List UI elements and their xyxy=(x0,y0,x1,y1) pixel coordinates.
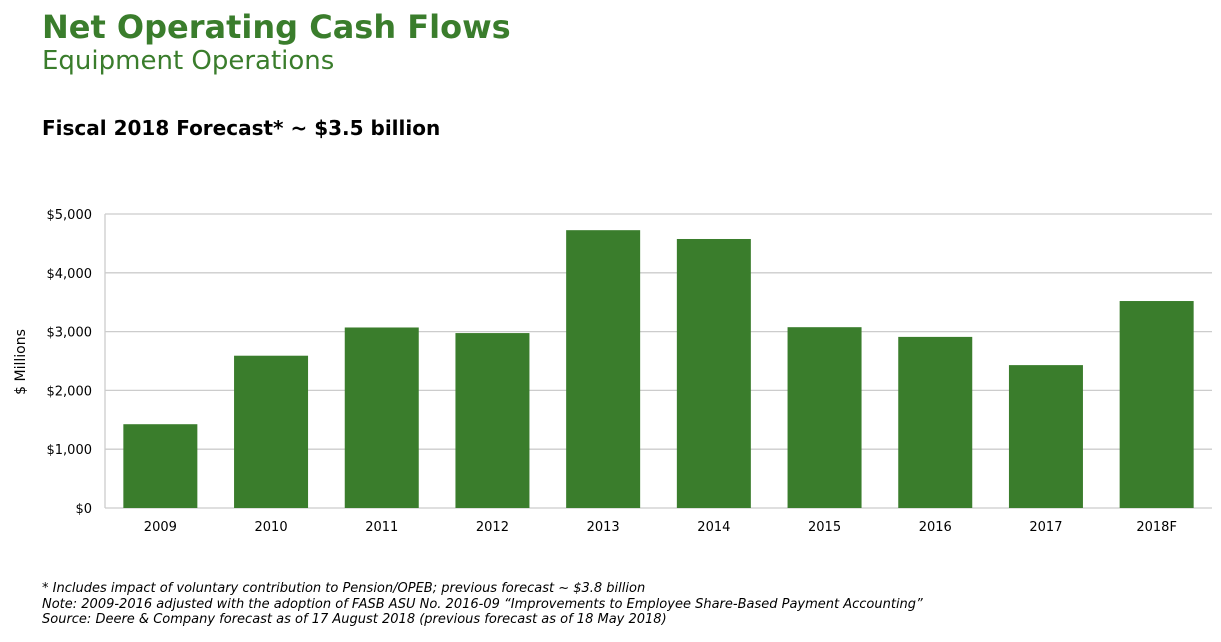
x-tick-label: 2015 xyxy=(808,520,841,535)
bar-2010 xyxy=(234,355,309,508)
y-tick-label: $1,000 xyxy=(47,443,93,458)
page-title: Net Operating Cash Flows xyxy=(42,8,511,46)
y-tick-label: $3,000 xyxy=(47,326,93,341)
x-tick-label: 2009 xyxy=(144,520,177,535)
footnote: * Includes impact of voluntary contribut… xyxy=(42,581,646,596)
bar-2014 xyxy=(676,238,751,509)
footnote: Note: 2009-2016 adjusted with the adopti… xyxy=(42,596,923,612)
footnote: Source: Deere & Company forecast as of 1… xyxy=(42,612,667,627)
bar-2012 xyxy=(455,333,530,508)
y-axis-label: $ Millions xyxy=(13,329,29,395)
bar-2013 xyxy=(566,230,641,509)
y-tick-label: $2,000 xyxy=(47,384,93,399)
bar-2017 xyxy=(1008,365,1083,508)
bar-2016 xyxy=(898,336,973,508)
forecast-headline: Fiscal 2018 Forecast* ~ $3.5 billion xyxy=(42,116,441,140)
bar-2018F xyxy=(1119,301,1194,508)
x-tick-label: 2012 xyxy=(476,520,509,535)
bar-2009 xyxy=(123,424,198,508)
x-tick-label: 2013 xyxy=(587,520,620,535)
x-tick-label: 2010 xyxy=(255,520,288,535)
page-subtitle: Equipment Operations xyxy=(42,46,335,76)
y-tick-label: $0 xyxy=(75,502,92,517)
footnotes: * Includes impact of voluntary contribut… xyxy=(42,581,923,628)
x-tick-label: 2011 xyxy=(365,520,398,535)
bar-2015 xyxy=(787,327,862,508)
x-tick-label: 2016 xyxy=(919,520,952,535)
y-tick-label: $4,000 xyxy=(47,267,93,282)
x-tick-label: 2018F xyxy=(1136,520,1177,535)
x-tick-label: 2017 xyxy=(1029,520,1062,535)
y-tick-label: $5,000 xyxy=(47,208,93,223)
bar-2011 xyxy=(344,327,419,508)
x-tick-label: 2014 xyxy=(697,520,730,535)
